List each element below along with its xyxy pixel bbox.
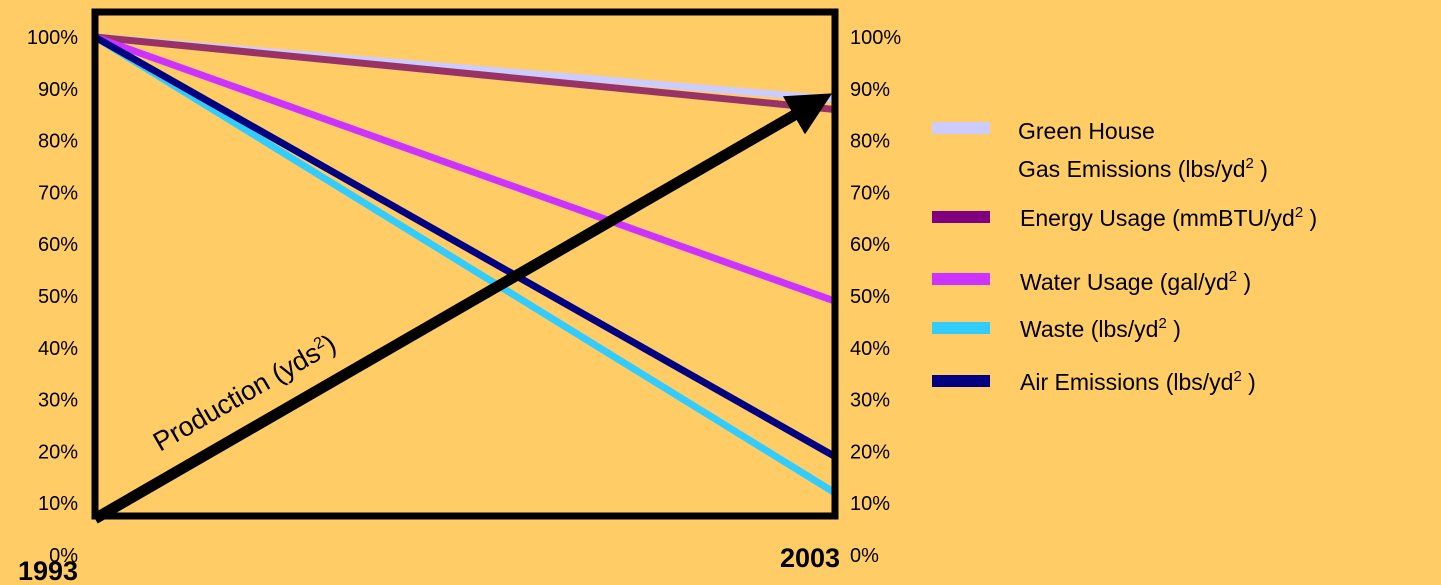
legend: Green House Gas Emissions (lbs/yd2 ) Energ… bbox=[932, 118, 1317, 395]
legend-label-0: Green House bbox=[1018, 118, 1155, 144]
y-tick-right-60: 60% bbox=[850, 234, 890, 256]
y-axis-left: 0% 10% 20% 30% 40% 50% 60% 70% 80% 90% 100% bbox=[27, 27, 78, 567]
y-tick-right-0: 0% bbox=[850, 545, 879, 567]
legend-label-0-line2: Gas Emissions (lbs/yd2 ) bbox=[1018, 155, 1268, 182]
legend-swatch-4 bbox=[932, 375, 990, 387]
y-tick-left-0: 0% bbox=[49, 545, 78, 567]
series-line-2 bbox=[93, 33, 837, 305]
x-axis: 1993 2003 bbox=[18, 543, 840, 585]
production-arrow bbox=[92, 93, 833, 524]
legend-label-4: Air Emissions (lbs/yd2 ) bbox=[1020, 368, 1256, 395]
series-line-3 bbox=[93, 34, 837, 496]
y-tick-left-50: 50% bbox=[38, 286, 78, 308]
y-tick-left-20: 20% bbox=[38, 441, 78, 463]
y-tick-left-80: 80% bbox=[38, 131, 78, 153]
legend-swatch-1 bbox=[932, 211, 990, 223]
legend-label-3: Waste (lbs/yd2 ) bbox=[1020, 315, 1181, 342]
y-axis-right: 0% 10% 20% 30% 40% 50% 60% 70% 80% 90% 100% bbox=[850, 27, 901, 567]
y-tick-right-50: 50% bbox=[850, 286, 890, 308]
y-tick-right-20: 20% bbox=[850, 441, 890, 463]
x-label-2003: 2003 bbox=[780, 543, 840, 573]
legend-swatch-3 bbox=[932, 322, 990, 334]
x-label-1993: 1993 bbox=[18, 556, 78, 585]
legend-swatch-0 bbox=[932, 122, 990, 134]
legend-swatch-2 bbox=[932, 273, 990, 285]
plot-frame bbox=[91, 8, 839, 520]
y-tick-right-90: 90% bbox=[850, 79, 890, 101]
y-tick-right-80: 80% bbox=[850, 131, 890, 153]
y-tick-left-40: 40% bbox=[38, 338, 78, 360]
y-tick-right-30: 30% bbox=[850, 390, 890, 412]
y-tick-left-30: 30% bbox=[38, 390, 78, 412]
y-tick-right-40: 40% bbox=[850, 338, 890, 360]
series-line-1 bbox=[94, 33, 836, 114]
y-tick-right-70: 70% bbox=[850, 182, 890, 204]
y-tick-left-90: 90% bbox=[38, 79, 78, 101]
series-layer bbox=[93, 33, 837, 496]
series-line-4 bbox=[93, 33, 837, 460]
y-tick-left-100: 100% bbox=[27, 27, 78, 49]
y-tick-left-70: 70% bbox=[38, 182, 78, 204]
y-tick-left-60: 60% bbox=[38, 234, 78, 256]
y-tick-right-10: 10% bbox=[850, 493, 890, 515]
y-tick-right-100: 100% bbox=[850, 27, 901, 49]
legend-label-1: Energy Usage (mmBTU/yd2 ) bbox=[1020, 204, 1317, 231]
y-tick-left-10: 10% bbox=[38, 493, 78, 515]
legend-label-2: Water Usage (gal/yd2 ) bbox=[1020, 268, 1251, 295]
